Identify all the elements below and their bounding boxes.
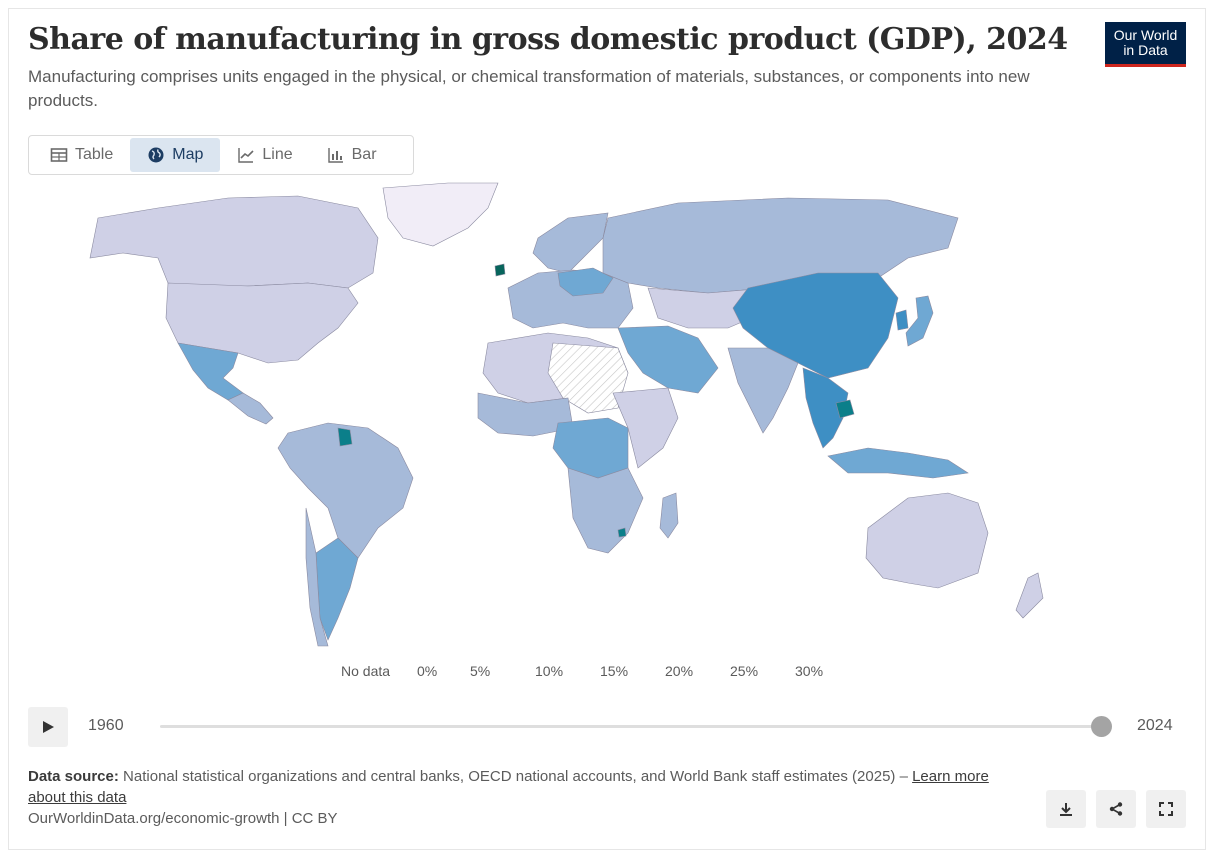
data-source: Data source: National statistical organi… (28, 766, 1018, 808)
table-icon (50, 148, 68, 162)
region-canada[interactable] (89, 195, 379, 289)
region-argentina[interactable] (315, 537, 359, 641)
timeline-handle[interactable] (1091, 716, 1112, 737)
region-madagascar[interactable] (659, 492, 679, 539)
region-central-africa[interactable] (552, 417, 629, 479)
region-brazil[interactable] (277, 422, 414, 559)
timeline-start-year: 1960 (88, 717, 124, 734)
region-sahara-no-data[interactable] (547, 342, 629, 414)
region-china[interactable] (732, 272, 899, 379)
legend-tick-label: 30% (795, 663, 824, 679)
bar-chart-icon (327, 148, 343, 163)
legend-tick-label: 0% (417, 663, 438, 679)
source-label: Data source: (28, 768, 119, 785)
region-middle-east[interactable] (617, 325, 719, 394)
tab-label: Map (172, 146, 204, 163)
region-poland-czechia[interactable] (557, 267, 614, 297)
chart-frame (8, 8, 1206, 850)
line-chart-icon (238, 148, 254, 163)
region-west-africa[interactable] (477, 392, 574, 437)
legend-no-data-label: No data (341, 663, 391, 679)
tab-line[interactable]: Line (220, 138, 309, 172)
fullscreen-icon (1159, 802, 1173, 816)
play-button[interactable] (28, 707, 68, 747)
region-east-africa[interactable] (612, 387, 679, 469)
share-icon (1109, 802, 1123, 816)
download-button[interactable] (1046, 790, 1086, 828)
region-australia[interactable] (865, 492, 989, 589)
region-scandinavia[interactable] (532, 212, 609, 274)
region-eswatini[interactable] (617, 527, 627, 538)
region-greenland[interactable] (382, 182, 499, 247)
globe-icon (148, 147, 164, 163)
tab-label: Line (262, 146, 293, 163)
region-central-america[interactable] (227, 392, 274, 425)
region-southern-africa[interactable] (567, 467, 644, 554)
world-map (89, 182, 1044, 647)
logo-line2: in Data (1123, 42, 1168, 58)
region-chile[interactable] (305, 507, 329, 647)
view-tabs: Table Map Line Bar (28, 135, 414, 175)
region-korea[interactable] (895, 309, 909, 331)
owid-logo[interactable]: Our World in Data (1105, 22, 1186, 67)
tab-label: Bar (351, 146, 377, 163)
legend-tick-label: 5% (470, 663, 491, 679)
region-indonesia[interactable] (827, 447, 969, 479)
region-ireland[interactable] (494, 263, 506, 277)
tab-map[interactable]: Map (130, 138, 221, 172)
chart-subtitle: Manufacturing comprises units engaged in… (28, 67, 1030, 110)
legend-tick-label: 20% (665, 663, 694, 679)
tab-table[interactable]: Table (33, 138, 130, 172)
region-india[interactable] (727, 347, 799, 434)
legend-tick-label: 15% (600, 663, 629, 679)
source-text: National statistical organizations and c… (123, 768, 908, 785)
timeline-end-year: 2024 (1137, 717, 1173, 734)
origin-url[interactable]: OurWorldinData.org/economic-growth | CC … (28, 810, 338, 827)
download-icon (1060, 803, 1072, 816)
chart-title: Share of manufacturing in gross domestic… (28, 22, 1068, 57)
timeline: 1960 2024 (28, 707, 1188, 747)
region-japan[interactable] (905, 295, 934, 347)
tab-label: Table (75, 146, 114, 163)
timeline-track[interactable] (160, 725, 1102, 728)
region-mexico[interactable] (177, 342, 244, 401)
action-buttons (1046, 790, 1186, 828)
region-guyana-suriname[interactable] (337, 427, 353, 447)
play-icon (43, 721, 54, 733)
learn-more-link[interactable]: Learn more about this data (28, 768, 989, 806)
logo-line1: Our World (1113, 27, 1178, 43)
tab-bar[interactable]: Bar (310, 138, 394, 172)
region-southeast-asia[interactable] (802, 367, 849, 449)
region-cambodia[interactable] (835, 399, 855, 419)
share-button[interactable] (1096, 790, 1136, 828)
region-new-zealand[interactable] (1015, 572, 1044, 619)
legend-tick-label: 10% (535, 663, 564, 679)
legend-tick-label: 25% (730, 663, 759, 679)
region-russia[interactable] (602, 197, 959, 294)
fullscreen-button[interactable] (1146, 790, 1186, 828)
